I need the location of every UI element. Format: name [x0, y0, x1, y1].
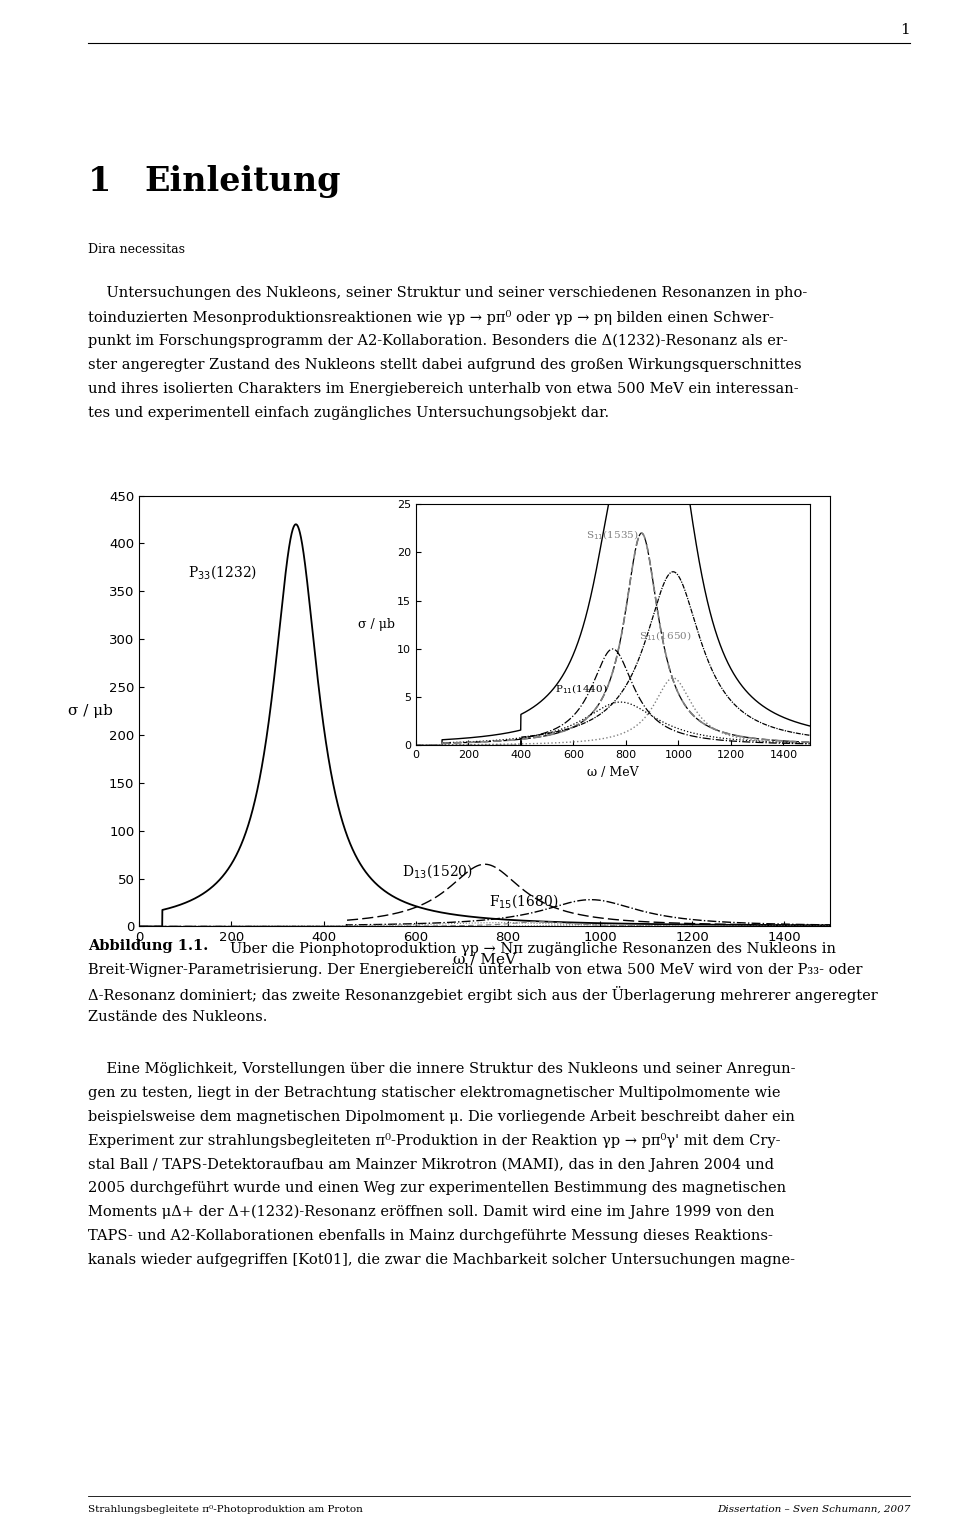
Text: Experiment zur strahlungsbegleiteten π⁰-Produktion in der Reaktion γp → pπ⁰γ' mi: Experiment zur strahlungsbegleiteten π⁰-…	[88, 1133, 780, 1148]
Text: Δ-Resonanz dominiert; das zweite Resonanzgebiet ergibt sich aus der Überlagerung: Δ-Resonanz dominiert; das zweite Resonan…	[88, 986, 878, 1003]
Text: Breit-Wigner-Parametrisierung. Der Energiebereich unterhalb von etwa 500 MeV wir: Breit-Wigner-Parametrisierung. Der Energ…	[88, 963, 863, 977]
Text: kanals wieder aufgegriffen [Kot01], die zwar die Machbarkeit solcher Untersuchun: kanals wieder aufgegriffen [Kot01], die …	[88, 1253, 795, 1267]
Text: 1: 1	[900, 23, 910, 37]
Text: Untersuchungen des Nukleons, seiner Struktur und seiner verschiedenen Resonanzen: Untersuchungen des Nukleons, seiner Stru…	[88, 286, 807, 300]
Text: 1: 1	[88, 165, 111, 197]
Text: toinduzierten Mesonproduktionsreaktionen wie γp → pπ⁰ oder γp → pη bilden einen : toinduzierten Mesonproduktionsreaktionen…	[88, 311, 774, 325]
Text: Abbildung 1.1.: Abbildung 1.1.	[88, 939, 208, 953]
X-axis label: ω / MeV: ω / MeV	[453, 953, 516, 966]
Text: Zustände des Nukleons.: Zustände des Nukleons.	[88, 1010, 268, 1025]
Text: Strahlungsbegleitete π⁰-Photoproduktion am Proton: Strahlungsbegleitete π⁰-Photoproduktion …	[88, 1505, 363, 1514]
X-axis label: ω / MeV: ω / MeV	[587, 766, 638, 779]
Text: TAPS- und A2-Kollaborationen ebenfalls in Mainz durchgeführte Messung dieses Rea: TAPS- und A2-Kollaborationen ebenfalls i…	[88, 1228, 773, 1244]
Text: ster angeregter Zustand des Nukleons stellt dabei aufgrund des großen Wirkungsqu: ster angeregter Zustand des Nukleons ste…	[88, 359, 802, 372]
Text: Moments μΔ+ der Δ+(1232)-Resonanz eröffnen soll. Damit wird eine im Jahre 1999 v: Moments μΔ+ der Δ+(1232)-Resonanz eröffn…	[88, 1205, 775, 1219]
Text: D$_{13}$(1520): D$_{13}$(1520)	[402, 862, 473, 880]
Text: Über die Pionphotoproduktion γp → Nπ zugängliche Resonanzen des Nukleons in: Über die Pionphotoproduktion γp → Nπ zug…	[230, 939, 836, 956]
Text: P$_{11}$(1440): P$_{11}$(1440)	[555, 683, 608, 696]
Text: Einleitung: Einleitung	[144, 165, 341, 197]
Text: S$_{11}$(1535): S$_{11}$(1535)	[587, 528, 639, 542]
Text: gen zu testen, liegt in der Betrachtung statischer elektromagnetischer Multipolm: gen zu testen, liegt in der Betrachtung …	[88, 1087, 780, 1100]
Text: Eine Möglichkeit, Vorstellungen über die innere Struktur des Nukleons und seiner: Eine Möglichkeit, Vorstellungen über die…	[88, 1062, 796, 1076]
Text: S$_{11}$(1650): S$_{11}$(1650)	[639, 629, 691, 643]
Text: punkt im Forschungsprogramm der A2-Kollaboration. Besonders die Δ(1232)-Resonanz: punkt im Forschungsprogramm der A2-Kolla…	[88, 334, 788, 348]
Text: P$_{33}$(1232): P$_{33}$(1232)	[187, 563, 256, 582]
Y-axis label: σ / μb: σ / μb	[68, 703, 113, 719]
Text: F$_{15}$(1680): F$_{15}$(1680)	[490, 893, 559, 910]
Text: tes und experimentell einfach zugängliches Untersuchungsobjekt dar.: tes und experimentell einfach zugänglich…	[88, 406, 610, 420]
Y-axis label: σ / μb: σ / μb	[358, 619, 395, 631]
Text: beispielsweise dem magnetischen Dipolmoment μ. Die vorliegende Arbeit beschreibt: beispielsweise dem magnetischen Dipolmom…	[88, 1110, 795, 1123]
Text: 2005 durchgeführt wurde und einen Weg zur experimentellen Bestimmung des magneti: 2005 durchgeführt wurde und einen Weg zu…	[88, 1182, 786, 1196]
Text: stal Ball / TAPS-Detektoraufbau am Mainzer Mikrotron (MAMI), das in den Jahren 2: stal Ball / TAPS-Detektoraufbau am Mainz…	[88, 1157, 775, 1171]
Text: und ihres isolierten Charakters im Energiebereich unterhalb von etwa 500 MeV ein: und ihres isolierten Charakters im Energ…	[88, 382, 799, 396]
Text: Dira necessitas: Dira necessitas	[88, 243, 185, 255]
Text: Dissertation – Sven Schumann, 2007: Dissertation – Sven Schumann, 2007	[717, 1505, 910, 1514]
